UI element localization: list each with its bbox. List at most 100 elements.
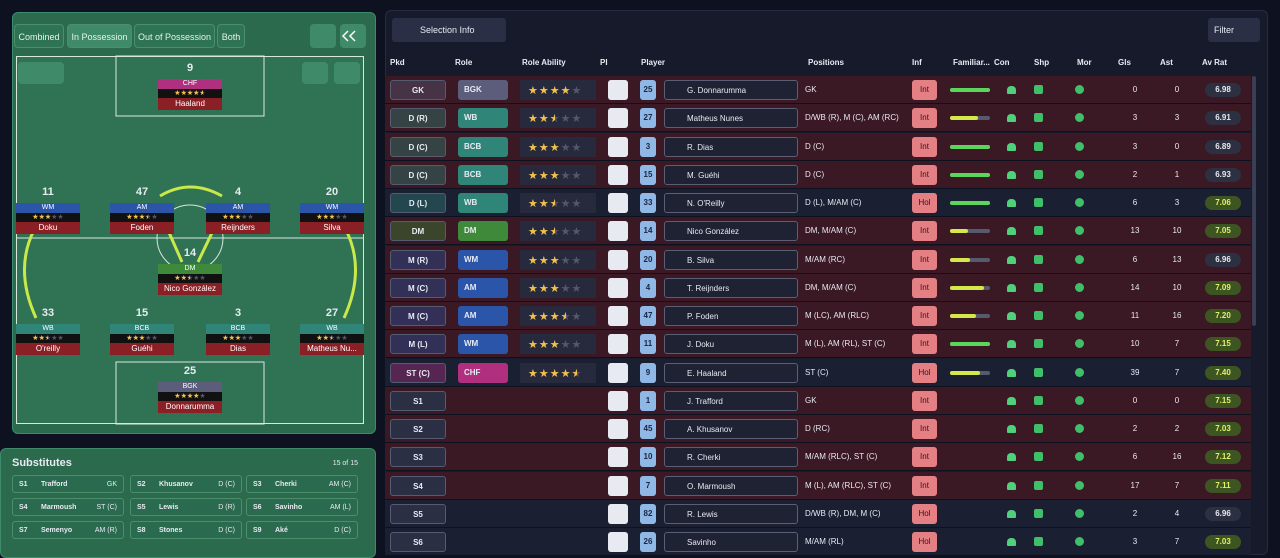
sub-row[interactable]: S8 Stones D (C) <box>130 521 242 539</box>
role-badge[interactable]: BCB <box>458 164 508 185</box>
player-card[interactable]: WB★★★★★★★★★★O'reilly <box>16 324 80 355</box>
pkd-cell[interactable]: S5 <box>390 503 446 524</box>
column-header[interactable]: Mor <box>1077 58 1092 67</box>
inf-badge[interactable]: Int <box>912 108 937 129</box>
inf-badge[interactable]: Hol <box>912 503 937 524</box>
inf-badge[interactable]: Int <box>912 277 937 298</box>
column-header[interactable]: PI <box>600 58 608 67</box>
sub-row[interactable]: S7 Semenyo AM (R) <box>12 521 124 539</box>
inf-badge[interactable]: Int <box>912 136 937 157</box>
inf-badge[interactable]: Int <box>912 306 937 326</box>
player-name[interactable]: R. Lewis <box>664 503 798 524</box>
sub-row[interactable]: S4 Marmoush ST (C) <box>12 498 124 516</box>
player-name[interactable]: R. Cherki <box>664 447 798 468</box>
inf-badge[interactable]: Hol <box>912 193 937 213</box>
player-name[interactable]: J. Doku <box>664 334 798 355</box>
player-name[interactable]: Matheus Nunes <box>664 108 798 129</box>
column-header[interactable]: Familiar... <box>953 58 990 67</box>
pkd-cell[interactable]: ST (C) <box>390 362 446 383</box>
column-header[interactable]: Gls <box>1118 58 1131 67</box>
player-name[interactable]: B. Silva <box>664 249 798 270</box>
pkd-cell[interactable]: S1 <box>390 390 446 411</box>
player-name[interactable]: G. Donnarumma <box>664 80 798 100</box>
pkd-cell[interactable]: S4 <box>390 475 446 496</box>
sub-row[interactable]: S2 Khusanov D (C) <box>130 475 242 493</box>
tab[interactable]: Combined <box>14 24 64 48</box>
pkd-cell[interactable]: S3 <box>390 447 446 468</box>
player-card[interactable]: WM★★★★★★★★★★Silva <box>300 203 364 234</box>
inf-badge[interactable]: Int <box>912 390 937 411</box>
pkd-cell[interactable]: M (R) <box>390 249 446 270</box>
tab[interactable]: Out of Possession <box>134 24 215 48</box>
inf-badge[interactable]: Hol <box>912 532 937 552</box>
column-header[interactable]: Pkd <box>390 58 405 67</box>
column-header[interactable]: Av Rat <box>1202 58 1228 67</box>
inf-badge[interactable]: Int <box>912 419 937 439</box>
column-header[interactable]: Con <box>994 58 1010 67</box>
inf-badge[interactable]: Int <box>912 334 937 355</box>
inf-badge[interactable]: Int <box>912 475 937 496</box>
role-badge[interactable]: WB <box>458 193 508 213</box>
player-name[interactable]: M. Guéhi <box>664 164 798 185</box>
sub-row[interactable]: S3 Cherki AM (C) <box>246 475 358 493</box>
column-header[interactable]: Ast <box>1160 58 1173 67</box>
inf-badge[interactable]: Int <box>912 80 937 100</box>
role-badge[interactable]: CHF <box>458 362 508 383</box>
player-card[interactable]: CHF★★★★★★★★★★Haaland <box>158 79 222 110</box>
pkd-cell[interactable]: D (C) <box>390 164 446 185</box>
player-card[interactable]: BGK★★★★★★★★★★Donnarumma <box>158 382 222 413</box>
pkd-cell[interactable]: D (R) <box>390 108 446 129</box>
pkd-cell[interactable]: GK <box>390 80 446 100</box>
role-badge[interactable]: AM <box>458 277 508 298</box>
column-header[interactable]: Role Ability <box>522 58 566 67</box>
role-badge[interactable]: WM <box>458 334 508 355</box>
pkd-cell[interactable]: M (C) <box>390 306 446 326</box>
player-name[interactable]: A. Khusanov <box>664 419 798 439</box>
role-badge[interactable]: BGK <box>458 80 508 100</box>
player-card[interactable]: AM★★★★★★★★★★Foden <box>110 203 174 234</box>
player-card[interactable]: WM★★★★★★★★★★Doku <box>16 203 80 234</box>
pkd-cell[interactable]: DM <box>390 221 446 242</box>
sub-row[interactable]: S6 Savinho AM (L) <box>246 498 358 516</box>
sub-row[interactable]: S1 Trafford GK <box>12 475 124 493</box>
inf-badge[interactable]: Int <box>912 447 937 468</box>
pkd-cell[interactable]: D (C) <box>390 136 446 157</box>
player-name[interactable]: O. Marmoush <box>664 475 798 496</box>
pkd-cell[interactable]: S6 <box>390 532 446 552</box>
role-badge[interactable]: AM <box>458 306 508 326</box>
inf-badge[interactable]: Int <box>912 164 937 185</box>
inf-badge[interactable]: Int <box>912 221 937 242</box>
player-card[interactable]: AM★★★★★★★★★★Reijnders <box>206 203 270 234</box>
player-name[interactable]: P. Foden <box>664 306 798 326</box>
player-name[interactable]: Savinho <box>664 532 798 552</box>
player-name[interactable]: J. Trafford <box>664 390 798 411</box>
pkd-cell[interactable]: M (C) <box>390 277 446 298</box>
player-name[interactable]: T. Reijnders <box>664 277 798 298</box>
column-header[interactable]: Role <box>455 58 473 67</box>
player-card[interactable]: BCB★★★★★★★★★★Guéhi <box>110 324 174 355</box>
filter-button[interactable]: Filter <box>1208 18 1260 42</box>
inf-badge[interactable]: Int <box>912 249 937 270</box>
pkd-cell[interactable]: D (L) <box>390 193 446 213</box>
sub-row[interactable]: S9 Aké D (C) <box>246 521 358 539</box>
tab[interactable]: Both <box>217 24 245 48</box>
player-name[interactable]: Nico González <box>664 221 798 242</box>
inf-badge[interactable]: Hol <box>912 362 937 383</box>
sub-row[interactable]: S5 Lewis D (R) <box>130 498 242 516</box>
column-header[interactable]: Player <box>641 58 666 67</box>
selection-info-button[interactable]: Selection Info <box>392 18 506 42</box>
player-name[interactable]: R. Dias <box>664 136 798 157</box>
role-badge[interactable]: WM <box>458 249 508 270</box>
player-name[interactable]: N. O'Reilly <box>664 193 798 213</box>
player-name[interactable]: E. Haaland <box>664 362 798 383</box>
role-badge[interactable]: DM <box>458 221 508 242</box>
player-card[interactable]: DM★★★★★★★★★★Nico González <box>158 264 222 295</box>
pkd-cell[interactable]: M (L) <box>390 334 446 355</box>
pkd-cell[interactable]: S2 <box>390 419 446 439</box>
column-header[interactable]: Inf <box>912 58 922 67</box>
tab[interactable]: In Possession <box>67 24 132 48</box>
role-badge[interactable]: WB <box>458 108 508 129</box>
column-header[interactable]: Shp <box>1034 58 1050 67</box>
role-badge[interactable]: BCB <box>458 136 508 157</box>
player-card[interactable]: WB★★★★★★★★★★Matheus Nu... <box>300 324 364 355</box>
